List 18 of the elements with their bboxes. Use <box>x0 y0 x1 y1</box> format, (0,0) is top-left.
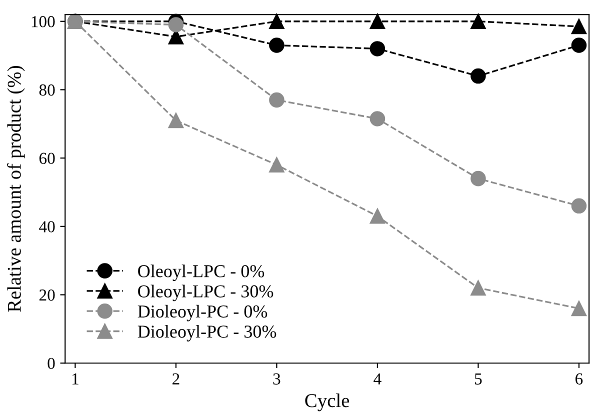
x-tick-label: 3 <box>273 373 280 385</box>
legend-label: Oleoyl-LPC - 0% <box>138 264 264 282</box>
x-tick-label: 5 <box>475 374 482 385</box>
y-tick-label: 40 <box>39 221 55 232</box>
y-tick-label: 100 <box>32 16 55 28</box>
x-axis-title: Cycle <box>305 394 350 412</box>
y-axis-title: Relative amount of product (%) <box>7 66 25 312</box>
legend-label: Dioleoyl-PC - 0% <box>138 304 268 322</box>
x-tick-label: 6 <box>576 373 583 385</box>
x-tick-label: 1 <box>72 373 78 384</box>
legend-label: Dioleoyl-PC - 30% <box>138 325 276 342</box>
x-tick-label: 2 <box>172 373 180 384</box>
y-tick-label: 60 <box>39 152 55 164</box>
y-tick-label: 0 <box>48 358 55 370</box>
x-tick-label: 4 <box>374 373 382 384</box>
legend-label: Oleoyl-LPC - 30% <box>138 284 274 302</box>
y-tick-label: 80 <box>39 84 55 96</box>
y-tick-label: 20 <box>39 289 55 301</box>
